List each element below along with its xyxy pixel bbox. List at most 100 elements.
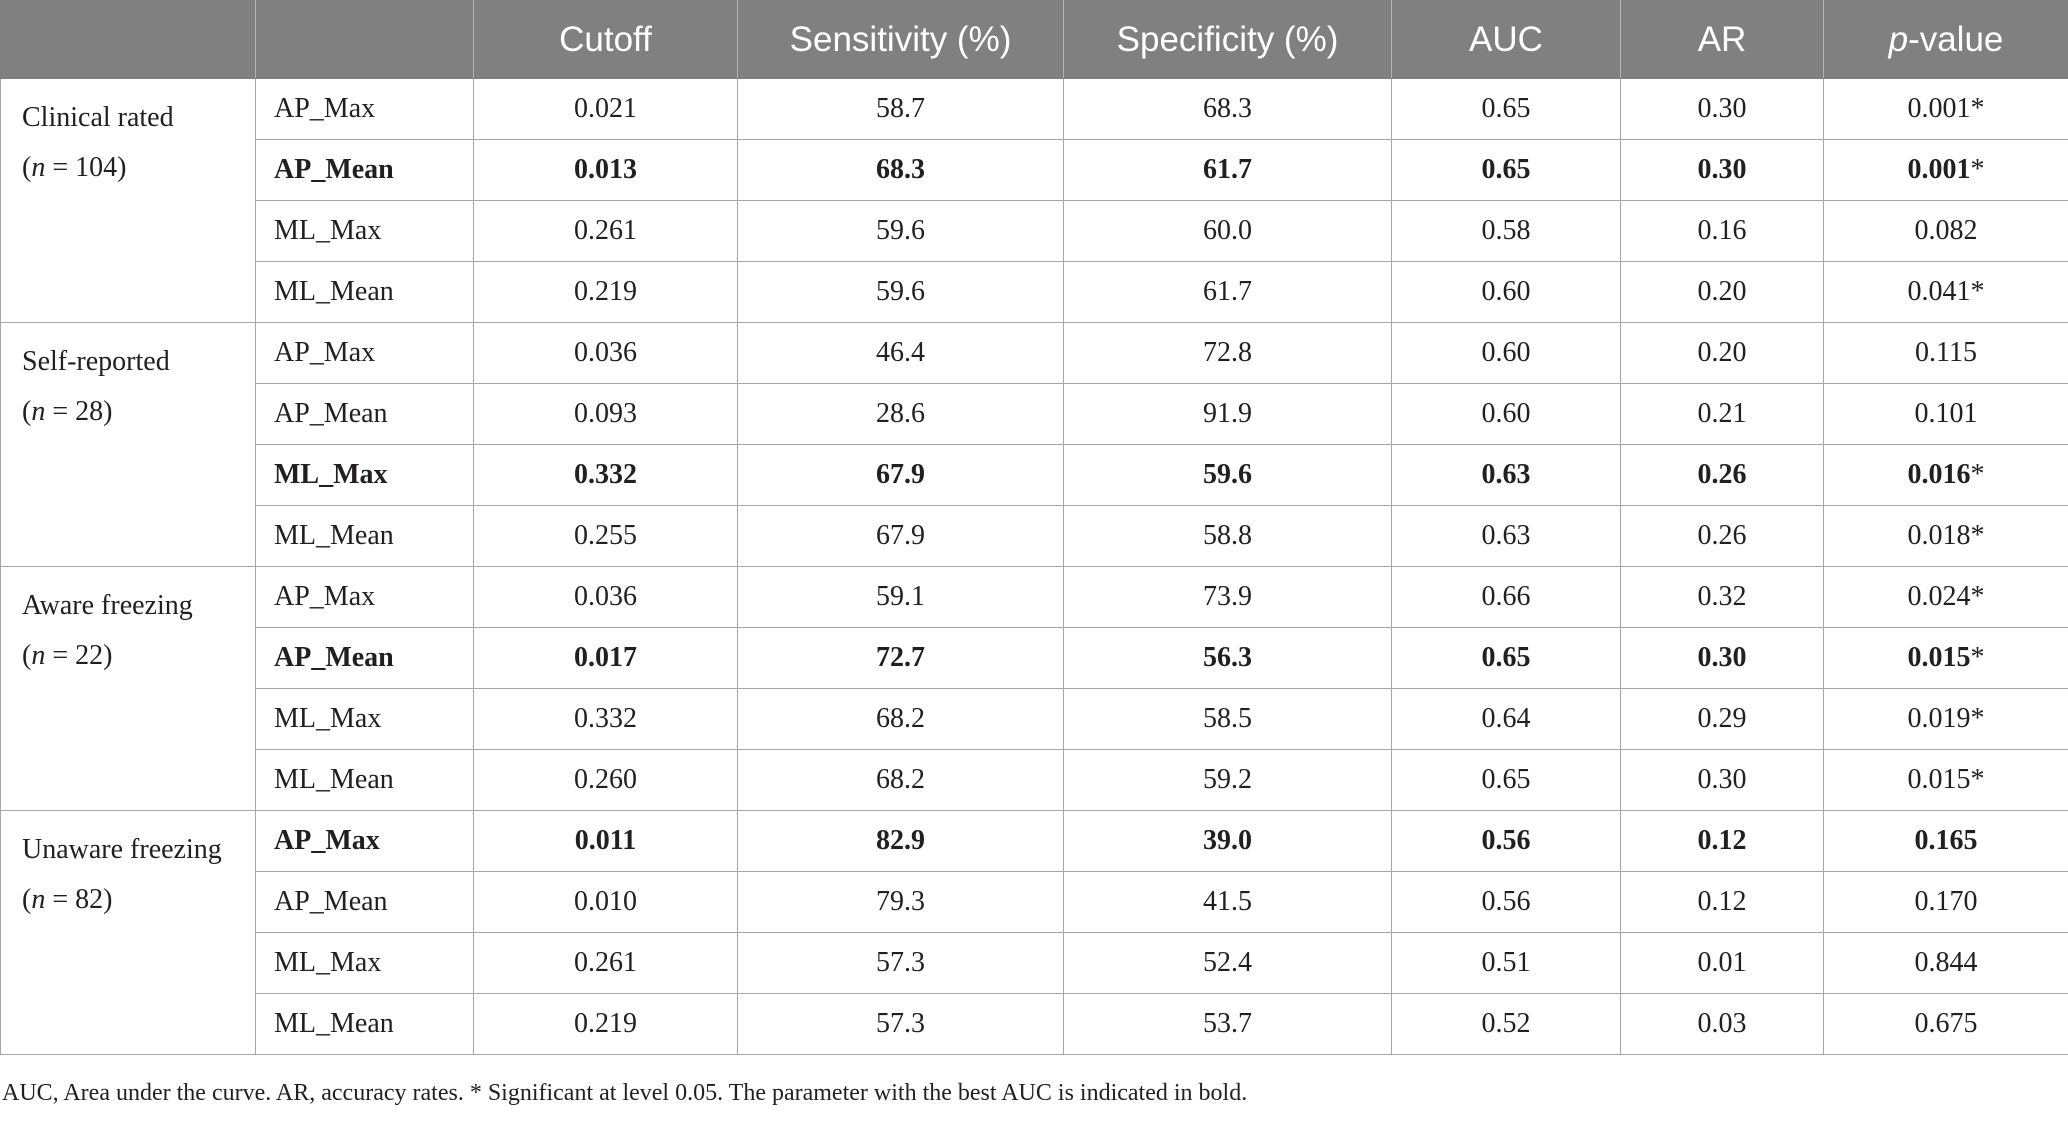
group-label-cell: Unaware freezing (n = 82) bbox=[0, 810, 256, 1055]
group-name: Self-reported bbox=[22, 346, 170, 377]
cutoff-cell: 0.219 bbox=[473, 261, 738, 323]
group-name: Aware freezing bbox=[22, 590, 193, 621]
auc-cell: 0.65 bbox=[1391, 139, 1621, 201]
auc-cell: 0.66 bbox=[1391, 566, 1621, 628]
cutoff-cell: 0.219 bbox=[473, 993, 738, 1055]
header-ar: AR bbox=[1620, 0, 1824, 79]
table-row: AP_Mean 0.010 79.3 41.5 0.56 0.12 0.170 bbox=[1, 871, 2068, 933]
group-sample-size: (n = 22) bbox=[22, 640, 113, 671]
significance-marker: * bbox=[1970, 459, 1985, 490]
sensitivity-cell: 82.9 bbox=[737, 810, 1064, 872]
table-row: ML_Mean 0.260 68.2 59.2 0.65 0.30 0.015* bbox=[1, 749, 2068, 811]
header-pvalue: p-value bbox=[1823, 0, 2068, 79]
significance-marker: * bbox=[1970, 154, 1985, 185]
auc-cell: 0.60 bbox=[1391, 261, 1621, 323]
group-sample-size: (n = 28) bbox=[22, 396, 113, 427]
pvalue-cell: 0.015* bbox=[1823, 627, 2068, 689]
specificity-cell: 58.8 bbox=[1063, 505, 1392, 567]
ar-cell: 0.12 bbox=[1620, 871, 1824, 933]
sensitivity-cell: 59.1 bbox=[737, 566, 1064, 628]
parameter-cell: ML_Mean bbox=[255, 993, 474, 1055]
sample-size-value: = 82) bbox=[45, 884, 113, 915]
sensitivity-cell: 28.6 bbox=[737, 383, 1064, 445]
specificity-cell: 41.5 bbox=[1063, 871, 1392, 933]
pvalue-cell: 0.024* bbox=[1823, 566, 2068, 628]
specificity-cell: 59.2 bbox=[1063, 749, 1392, 811]
table-row: Self-reported (n = 28) AP_Max 0.036 46.4 72.8… bbox=[0, 322, 2068, 567]
auc-cell: 0.63 bbox=[1391, 505, 1621, 567]
pvalue-number: 0.001 bbox=[1907, 154, 1971, 185]
parameter-cell: ML_Max bbox=[255, 932, 474, 994]
table-row: AP_Mean 0.093 28.6 91.9 0.60 0.21 0.101 bbox=[1, 383, 2068, 445]
pvalue-cell: 0.101 bbox=[1823, 383, 2068, 445]
auc-cell: 0.65 bbox=[1391, 78, 1621, 140]
header-auc: AUC bbox=[1391, 0, 1621, 79]
pvalue-cell: 0.170 bbox=[1823, 871, 2068, 933]
pvalue-cell: 0.082 bbox=[1823, 200, 2068, 262]
group-label-cell: Aware freezing (n = 22) bbox=[0, 566, 256, 811]
ar-cell: 0.30 bbox=[1620, 78, 1824, 140]
header-sensitivity: Sensitivity (%) bbox=[737, 0, 1064, 79]
pvalue-cell: 0.016* bbox=[1823, 444, 2068, 506]
auc-cell: 0.51 bbox=[1391, 932, 1621, 994]
parameter-cell: ML_Max bbox=[255, 444, 474, 506]
specificity-cell: 61.7 bbox=[1063, 261, 1392, 323]
cutoff-cell: 0.332 bbox=[473, 688, 738, 750]
parameter-cell: AP_Max bbox=[255, 322, 474, 384]
parameter-cell: AP_Mean bbox=[255, 139, 474, 201]
table-row: ML_Mean 0.219 57.3 53.7 0.52 0.03 0.675 bbox=[1, 993, 2068, 1055]
specificity-cell: 73.9 bbox=[1063, 566, 1392, 628]
pvalue-cell: 0.844 bbox=[1823, 932, 2068, 994]
pvalue-cell: 0.115 bbox=[1823, 322, 2068, 384]
group-sample-size: (n = 104) bbox=[22, 152, 127, 183]
pvalue-cell: 0.165 bbox=[1823, 810, 2068, 872]
table-row: AP_Mean 0.013 68.3 61.7 0.65 0.30 0.001* bbox=[1, 139, 2068, 201]
table-row: AP_Mean 0.017 72.7 56.3 0.65 0.30 0.015* bbox=[1, 627, 2068, 689]
specificity-cell: 53.7 bbox=[1063, 993, 1392, 1055]
auc-cell: 0.56 bbox=[1391, 810, 1621, 872]
header-parameter bbox=[255, 0, 474, 79]
sample-size-symbol: n bbox=[31, 884, 46, 915]
ar-cell: 0.12 bbox=[1620, 810, 1824, 872]
table-row: ML_Max 0.261 59.6 60.0 0.58 0.16 0.082 bbox=[1, 200, 2068, 262]
pvalue-cell: 0.041* bbox=[1823, 261, 2068, 323]
sensitivity-cell: 67.9 bbox=[737, 505, 1064, 567]
ar-cell: 0.29 bbox=[1620, 688, 1824, 750]
cutoff-cell: 0.021 bbox=[473, 78, 738, 140]
sample-size-symbol: n bbox=[31, 396, 46, 427]
parameter-cell: AP_Max bbox=[255, 566, 474, 628]
table-row: ML_Max 0.332 68.2 58.5 0.64 0.29 0.019* bbox=[1, 688, 2068, 750]
cutoff-cell: 0.260 bbox=[473, 749, 738, 811]
ar-cell: 0.26 bbox=[1620, 444, 1824, 506]
auc-cell: 0.65 bbox=[1391, 627, 1621, 689]
cutoff-cell: 0.093 bbox=[473, 383, 738, 445]
auc-cell: 0.52 bbox=[1391, 993, 1621, 1055]
header-cutoff: Cutoff bbox=[473, 0, 738, 79]
pvalue-cell: 0.001* bbox=[1823, 139, 2068, 201]
sensitivity-cell: 68.2 bbox=[737, 688, 1064, 750]
specificity-cell: 61.7 bbox=[1063, 139, 1392, 201]
header-specificity: Specificity (%) bbox=[1063, 0, 1392, 79]
specificity-cell: 68.3 bbox=[1063, 78, 1392, 140]
sensitivity-cell: 46.4 bbox=[737, 322, 1064, 384]
auc-cell: 0.58 bbox=[1391, 200, 1621, 262]
header-row: Cutoff Sensitivity (%) Specificity (%) A… bbox=[0, 0, 2068, 79]
parameter-cell: ML_Max bbox=[255, 200, 474, 262]
header-pvalue-italic: p bbox=[1888, 19, 1909, 59]
table-row: Clinical rated (n = 104) AP_Max 0.021 58.7 68… bbox=[0, 78, 2068, 323]
pvalue-cell: 0.015* bbox=[1823, 749, 2068, 811]
group-sample-size: (n = 82) bbox=[22, 884, 113, 915]
table-row: Unaware freezing (n = 82) AP_Max 0.011 82.9 3… bbox=[0, 810, 2068, 1055]
ar-cell: 0.21 bbox=[1620, 383, 1824, 445]
parameter-cell: ML_Max bbox=[255, 688, 474, 750]
specificity-cell: 60.0 bbox=[1063, 200, 1392, 262]
sensitivity-cell: 72.7 bbox=[737, 627, 1064, 689]
results-table: Cutoff Sensitivity (%) Specificity (%) A… bbox=[0, 0, 2068, 1055]
cutoff-cell: 0.332 bbox=[473, 444, 738, 506]
table-row: ML_Max 0.332 67.9 59.6 0.63 0.26 0.016* bbox=[1, 444, 2068, 506]
cutoff-cell: 0.010 bbox=[473, 871, 738, 933]
auc-cell: 0.60 bbox=[1391, 322, 1621, 384]
sensitivity-cell: 57.3 bbox=[737, 932, 1064, 994]
parameter-cell: AP_Max bbox=[255, 810, 474, 872]
cutoff-cell: 0.013 bbox=[473, 139, 738, 201]
